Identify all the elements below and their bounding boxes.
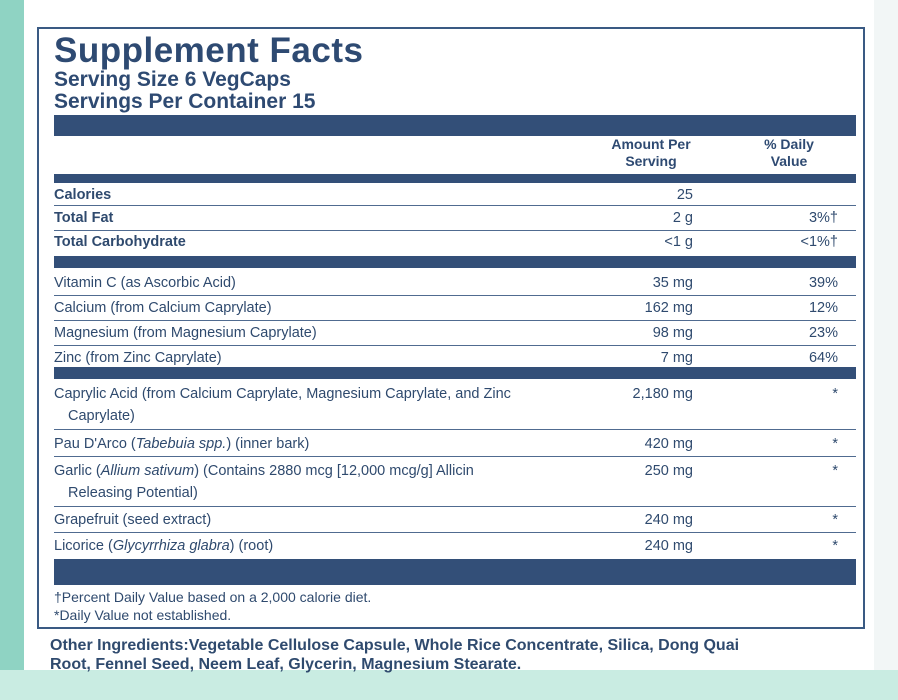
row-rule [54, 320, 856, 321]
ingredient-name-text: Licorice ( [54, 538, 113, 554]
ingredient-amount: 240 mg [644, 512, 693, 528]
nutrient-name: Vitamin C (as Ascorbic Acid) [54, 275, 236, 291]
nutrient-dv: 39% [808, 275, 838, 291]
row-rule [54, 456, 856, 457]
row-rule [54, 295, 856, 296]
dv-header-line1: % Daily [764, 136, 814, 152]
amount-header-line1: Amount Per [611, 136, 691, 152]
ingredient-name-text: ) (inner bark) [226, 436, 310, 452]
botanical-name: Tabebuia spp. [135, 436, 227, 452]
nutrient-amount: 7 mg [660, 350, 693, 366]
row-rule [54, 506, 856, 507]
ingredient-name: Grapefruit (seed extract) [54, 512, 212, 528]
ingredient-name: Caprylic Acid (from Calcium Caprylate, M… [54, 383, 574, 427]
servings-per-container: Servings Per Container 15 [54, 90, 316, 113]
nutrient-name: Magnesium (from Magnesium Caprylate) [54, 325, 317, 341]
supplement-facts-panel: Supplement Facts Serving Size 6 VegCaps … [37, 27, 865, 629]
other-ingredients-label: Other Ingredients: [50, 637, 189, 654]
row-rule [54, 205, 856, 206]
ingredient-name-text: Garlic ( [54, 463, 101, 479]
divider-medium [54, 174, 856, 183]
row-rule [54, 532, 856, 533]
nutrient-dv: 12% [808, 300, 838, 316]
ingredient-name-line2: Releasing Potential) [68, 485, 198, 501]
nutrient-dv: 3%† [808, 210, 838, 226]
panel-title: Supplement Facts [54, 31, 364, 70]
ingredient-name-text: ) (root) [229, 538, 274, 554]
divider-thick [54, 559, 856, 585]
nutrient-name: Calories [54, 187, 112, 203]
botanical-name: Glycyrrhiza glabra [112, 538, 230, 554]
serving-size: Serving Size 6 VegCaps [54, 68, 291, 91]
nutrient-dv: 23% [808, 325, 838, 341]
ingredient-name-line2: Caprylate) [68, 408, 135, 424]
row-rule [54, 230, 856, 231]
nutrient-amount: 25 [676, 187, 693, 203]
ingredient-amount: 240 mg [644, 538, 693, 554]
amount-header-line2: Serving [625, 153, 677, 169]
nutrient-amount: 35 mg [652, 275, 693, 291]
ingredient-dv: * [832, 436, 838, 452]
divider-thick [54, 115, 856, 136]
ingredient-name: Garlic (Allium sativum) (Contains 2880 m… [54, 460, 574, 504]
nutrient-name: Zinc (from Zinc Caprylate) [54, 350, 222, 366]
ingredient-name: Pau D'Arco (Tabebuia spp.) (inner bark) [54, 433, 574, 455]
divider-medium [54, 367, 856, 379]
footnote-daily-value: †Percent Daily Value based on a 2,000 ca… [54, 589, 372, 605]
ingredient-name-line1: Caprylic Acid (from Calcium Caprylate, M… [54, 386, 511, 402]
other-ingredients-line1: Vegetable Cellulose Capsule, Whole Rice … [188, 637, 740, 654]
nutrient-amount: 2 g [672, 210, 693, 226]
dv-header-line2: Value [770, 153, 808, 169]
nutrient-name: Calcium (from Calcium Caprylate) [54, 300, 272, 316]
nutrient-amount: <1 g [664, 234, 693, 250]
nutrient-dv: <1%† [800, 234, 839, 250]
botanical-name: Allium sativum [100, 463, 195, 479]
divider-medium [54, 256, 856, 268]
other-ingredients: Other Ingredients:Vegetable Cellulose Ca… [50, 636, 870, 674]
background-right [872, 0, 898, 700]
ingredient-name-text: Pau D'Arco ( [54, 436, 136, 452]
nutrient-amount: 162 mg [644, 300, 693, 316]
nutrient-name: Total Fat [54, 210, 114, 226]
row-rule [54, 345, 856, 346]
background-mint-bottom [0, 670, 898, 700]
row-rule [54, 429, 856, 430]
ingredient-dv: * [832, 512, 838, 528]
amount-per-serving-header: Amount Per Serving [591, 136, 711, 170]
ingredient-dv: * [832, 386, 838, 402]
ingredient-amount: 250 mg [644, 463, 693, 479]
nutrient-dv: 64% [808, 350, 838, 366]
ingredient-dv: * [832, 538, 838, 554]
ingredient-name: Licorice (Glycyrrhiza glabra) (root) [54, 535, 574, 557]
ingredient-dv: * [832, 463, 838, 479]
nutrient-name: Total Carbohydrate [54, 234, 186, 250]
ingredient-name-text: ) (Contains 2880 mcg [12,000 mcg/g] Alli… [194, 463, 474, 479]
other-ingredients-line2: Root, Fennel Seed, Neem Leaf, Glycerin, … [50, 656, 522, 673]
ingredient-amount: 2,180 mg [632, 386, 693, 402]
daily-value-header: % Daily Value [744, 136, 834, 170]
ingredient-amount: 420 mg [644, 436, 693, 452]
nutrient-amount: 98 mg [652, 325, 693, 341]
footnote-not-established: *Daily Value not established. [54, 607, 232, 623]
